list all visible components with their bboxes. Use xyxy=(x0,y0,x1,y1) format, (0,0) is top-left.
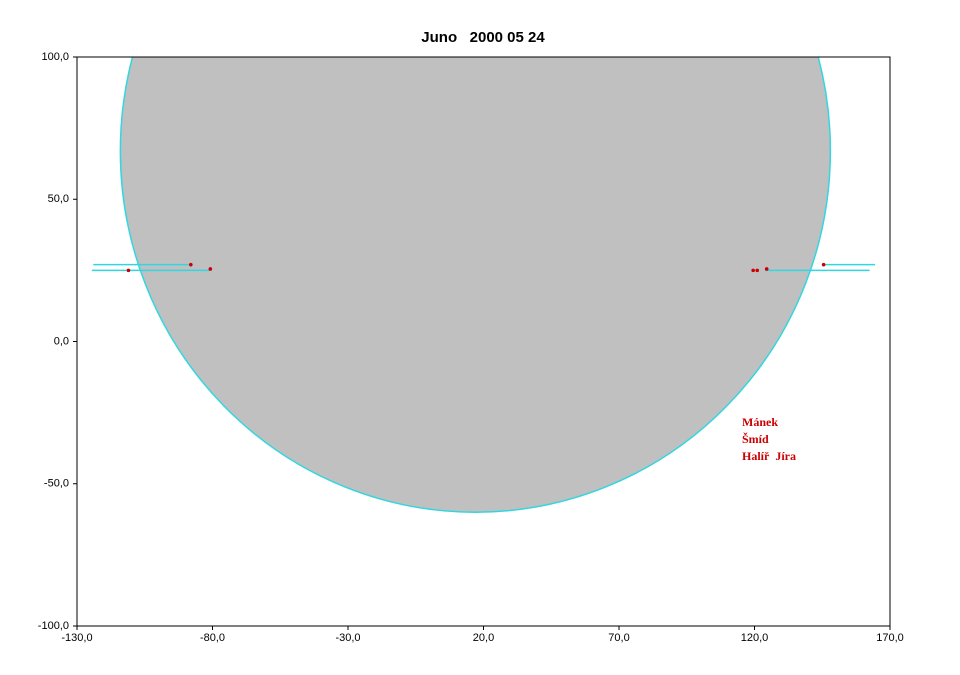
observer-name: Halíř Jíra xyxy=(742,449,796,463)
timing-point xyxy=(126,268,131,273)
x-tick-label: -130,0 xyxy=(61,632,92,644)
x-tick-label: 70,0 xyxy=(608,632,629,644)
x-tick-label: -80,0 xyxy=(200,632,225,644)
x-tick-label: -30,0 xyxy=(335,632,360,644)
x-tick-label: 120,0 xyxy=(741,632,769,644)
y-tick-label: 100,0 xyxy=(41,51,69,63)
y-tick-label: -50,0 xyxy=(44,478,69,490)
plot-layer xyxy=(91,57,876,513)
observer-name: Šmíd xyxy=(742,432,769,446)
y-tick-label: 0,0 xyxy=(54,335,69,347)
y-tick-label: 50,0 xyxy=(48,193,69,205)
asteroid-profile xyxy=(119,57,832,513)
timing-point xyxy=(755,268,760,273)
y-tick-label: -100,0 xyxy=(38,620,69,632)
chart-title: Juno 2000 05 24 xyxy=(421,29,545,46)
timing-point xyxy=(764,267,769,271)
x-tick-label: 170,0 xyxy=(876,632,904,644)
timing-point xyxy=(751,268,755,273)
observer-name: Mánek xyxy=(742,415,778,429)
timing-point xyxy=(208,267,213,271)
timing-point xyxy=(821,262,826,267)
timing-point xyxy=(189,262,193,267)
x-tick-label: 20,0 xyxy=(473,632,494,644)
